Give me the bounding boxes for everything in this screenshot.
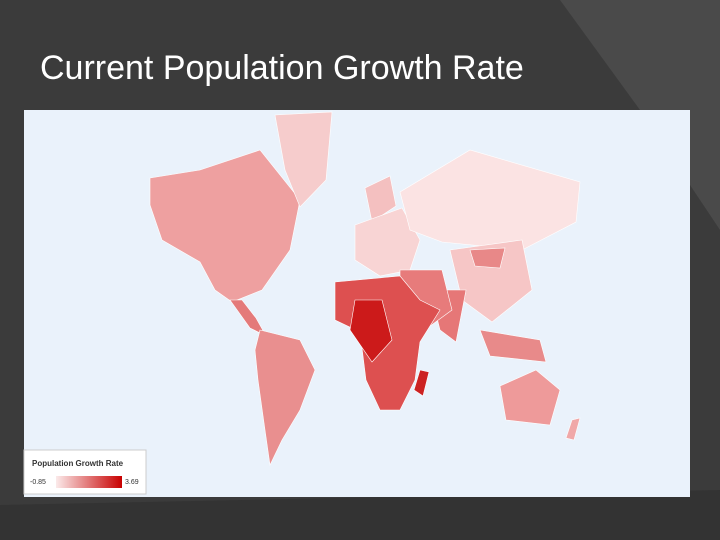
south-america bbox=[254, 329, 316, 467]
background-band bbox=[560, 0, 720, 230]
central-africa bbox=[349, 299, 393, 363]
legend-gradient bbox=[56, 476, 122, 488]
legend-max: 3.69 bbox=[125, 479, 139, 486]
madagascar bbox=[413, 369, 430, 397]
greenland bbox=[274, 111, 333, 208]
central-america bbox=[229, 299, 267, 337]
map: Population Growth Rate -0.85 3.69 bbox=[23, 110, 690, 497]
new-zealand bbox=[565, 417, 581, 441]
legend-min: -0.85 bbox=[30, 479, 46, 486]
slide-title: Current Population Growth Rate bbox=[40, 49, 524, 87]
australia bbox=[499, 369, 561, 426]
countries bbox=[149, 111, 581, 467]
mongolia bbox=[469, 247, 506, 269]
legend: Population Growth Rate -0.85 3.69 bbox=[23, 449, 147, 495]
southeast-asia bbox=[479, 329, 547, 363]
background-band bbox=[0, 490, 720, 540]
legend-title: Population Growth Rate bbox=[32, 459, 124, 468]
russia bbox=[399, 149, 581, 251]
north-america bbox=[149, 149, 301, 303]
scandinavia bbox=[364, 175, 397, 223]
